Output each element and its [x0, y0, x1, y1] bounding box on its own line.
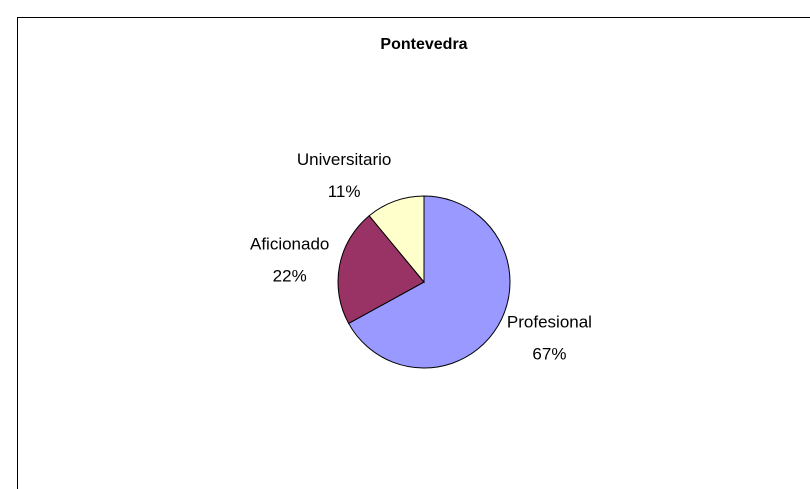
- data-label-value: 11%: [328, 182, 361, 201]
- data-label-category: Aficionado: [250, 234, 329, 253]
- data-label-category: Universitario: [297, 150, 391, 169]
- pie-slice: [368, 195, 425, 284]
- data-label-value: 22%: [273, 266, 307, 285]
- chart-title: Pontevedra: [380, 36, 467, 53]
- pie-slice: [337, 215, 425, 325]
- data-label-value: 67%: [532, 345, 566, 364]
- data-label-category: Profesional: [507, 313, 592, 332]
- pie-slice: [347, 195, 511, 369]
